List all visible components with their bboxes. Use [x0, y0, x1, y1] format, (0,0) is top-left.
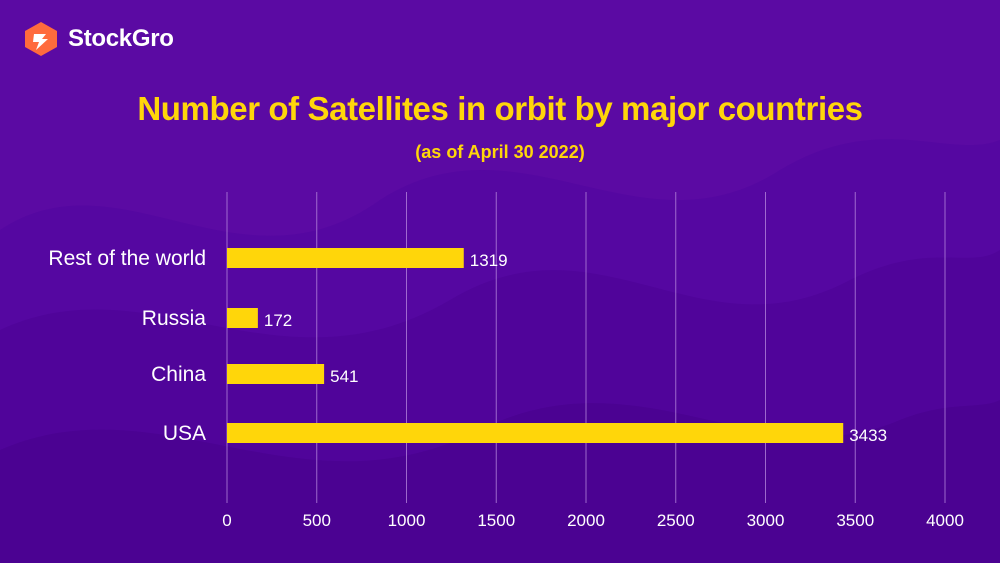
stockgro-logo-icon [25, 22, 57, 56]
category-label-2: China [151, 363, 206, 386]
x-tick-label-0: 0 [222, 511, 231, 530]
bar-2 [227, 364, 325, 384]
value-label-3: 3433 [849, 426, 887, 445]
chart-title: Number of Satellites in orbit by major c… [137, 90, 863, 127]
category-label-1: Russia [142, 307, 207, 330]
chart-subtitle: (as of April 30 2022) [415, 142, 585, 162]
category-label-3: USA [163, 422, 206, 445]
bar-1 [227, 308, 258, 328]
value-label-1: 172 [264, 311, 292, 330]
x-tick-label-1: 500 [303, 511, 331, 530]
value-label-2: 541 [330, 367, 358, 386]
x-tick-label-3: 1500 [477, 511, 515, 530]
x-tick-label-6: 3000 [747, 511, 785, 530]
bar-0 [227, 248, 464, 268]
x-tick-label-5: 2500 [657, 511, 695, 530]
brand-name: StockGro [68, 25, 174, 52]
brand-logo: StockGro [22, 20, 174, 58]
x-tick-label-8: 4000 [926, 511, 964, 530]
x-tick-label-7: 3500 [836, 511, 874, 530]
value-label-0: 1319 [470, 251, 508, 270]
x-tick-label-2: 1000 [388, 511, 426, 530]
bar-3 [227, 423, 844, 443]
x-tick-label-4: 2000 [567, 511, 605, 530]
category-label-0: Rest of the world [48, 247, 206, 270]
